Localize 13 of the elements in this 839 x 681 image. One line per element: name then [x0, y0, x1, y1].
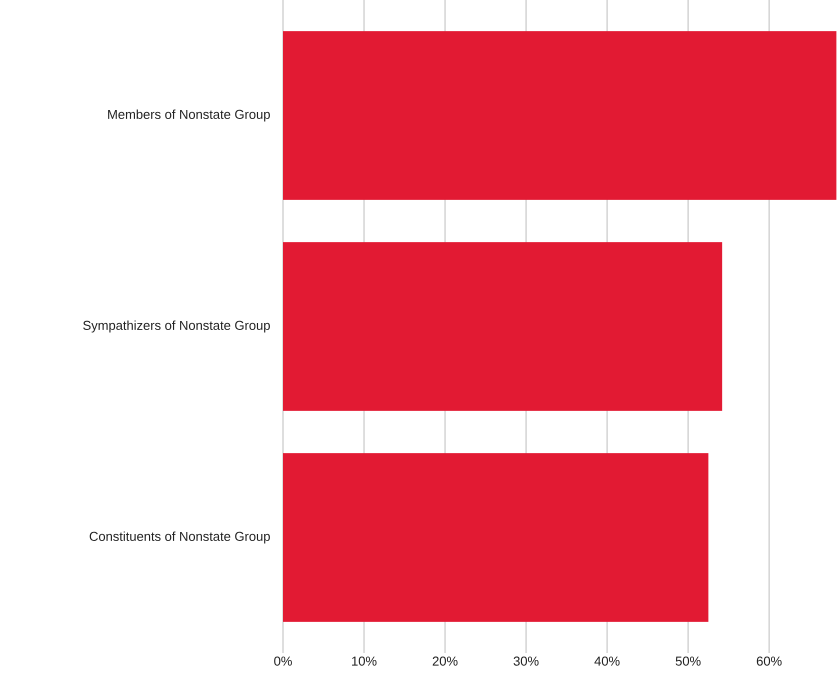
- y-tick-label: Sympathizers of Nonstate Group: [83, 320, 270, 333]
- y-tick-label: Constituents of Nonstate Group: [90, 531, 270, 544]
- bar: [283, 242, 722, 411]
- x-tick-label: 40%: [594, 656, 620, 666]
- x-tick-label: 20%: [432, 656, 458, 666]
- x-tick-label: 10%: [352, 656, 377, 666]
- x-tick-label: 60%: [756, 656, 782, 666]
- x-tick-label: 30%: [514, 656, 539, 666]
- y-tick-label: Members of Nonstate Group: [108, 109, 270, 122]
- x-tick-label: 50%: [676, 656, 701, 666]
- bar: [283, 31, 836, 200]
- bar: [283, 453, 708, 622]
- x-tick-label: 0%: [274, 656, 292, 666]
